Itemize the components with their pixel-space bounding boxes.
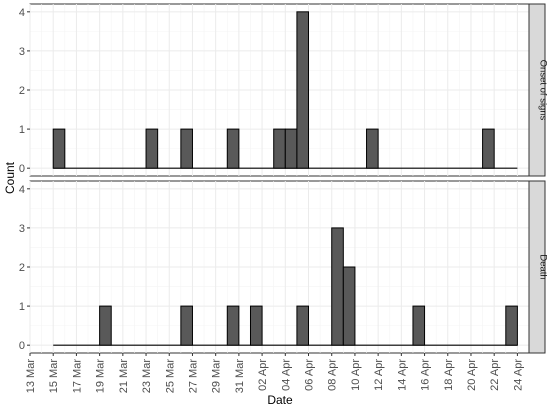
x-tick-label: 14 Apr <box>396 359 408 391</box>
x-tick-label: 10 Apr <box>350 359 362 391</box>
bar <box>342 266 356 346</box>
bar <box>284 128 298 169</box>
bar <box>331 227 344 346</box>
bar <box>99 305 112 346</box>
x-tick-label: 31 Mar <box>234 359 246 394</box>
x-tick-label: 25 Mar <box>164 359 176 394</box>
y-tick-label: 1 <box>19 124 25 136</box>
x-tick-label: 12 Apr <box>373 359 385 391</box>
bar <box>505 305 518 346</box>
bar <box>273 128 286 169</box>
x-tick-label: 27 Mar <box>187 359 199 394</box>
x-tick-label: 29 Mar <box>211 359 223 394</box>
x-tick-label: 19 Mar <box>95 359 107 394</box>
x-tick-label: 08 Apr <box>327 359 339 391</box>
bar <box>296 11 310 169</box>
x-tick-label: 17 Mar <box>71 359 83 394</box>
y-tick-label: 2 <box>19 262 25 274</box>
x-tick-label: 21 Mar <box>118 359 130 394</box>
facet-strip-label: Onset of signs <box>538 60 549 121</box>
bar <box>366 128 379 169</box>
panel-onset-of-signs: 0 1 2 3 4 Onset of signs <box>19 3 549 177</box>
bar <box>145 128 159 169</box>
x-tick-label: 22 Apr <box>489 359 501 391</box>
bar <box>296 305 310 346</box>
x-axis-title: Date <box>267 393 293 407</box>
x-tick-label: 16 Apr <box>420 359 432 391</box>
bar <box>412 305 426 346</box>
bar <box>52 128 66 169</box>
bar <box>180 305 193 346</box>
bar <box>482 128 495 169</box>
bar <box>249 305 263 346</box>
y-tick-label: 2 <box>19 85 25 97</box>
x-tick-label: 04 Apr <box>280 359 292 391</box>
bar <box>180 128 193 169</box>
x-tick-label: 23 Mar <box>141 359 153 394</box>
y-tick-label: 4 <box>19 7 25 19</box>
x-tick-label: 13 Mar <box>25 359 37 394</box>
x-tick-label: 20 Apr <box>466 359 478 391</box>
panel-death: 0 1 2 3 4 Death <box>19 180 549 354</box>
facet-strip <box>528 180 546 354</box>
facet-strip <box>528 3 546 177</box>
x-axis: 13 Mar 15 Mar 17 Mar 19 Mar 21 Mar 23 Mar 25 M… <box>25 353 524 393</box>
y-tick-label: 4 <box>19 184 25 196</box>
y-axis-title: Count <box>3 161 17 194</box>
facet-strip-label: Death <box>538 254 549 279</box>
x-tick-label: 06 Apr <box>304 359 316 391</box>
x-tick-label: 02 Apr <box>257 359 269 391</box>
bar <box>226 128 240 169</box>
x-tick-label: 15 Mar <box>48 359 60 394</box>
y-tick-label: 0 <box>19 163 25 175</box>
y-tick-label: 3 <box>19 46 25 58</box>
x-tick-label: 24 Apr <box>512 359 524 391</box>
x-tick-label: 18 Apr <box>443 359 455 391</box>
y-tick-label: 0 <box>19 340 25 352</box>
y-tick-label: 1 <box>19 301 25 313</box>
bar <box>226 305 240 346</box>
y-tick-label: 3 <box>19 223 25 235</box>
